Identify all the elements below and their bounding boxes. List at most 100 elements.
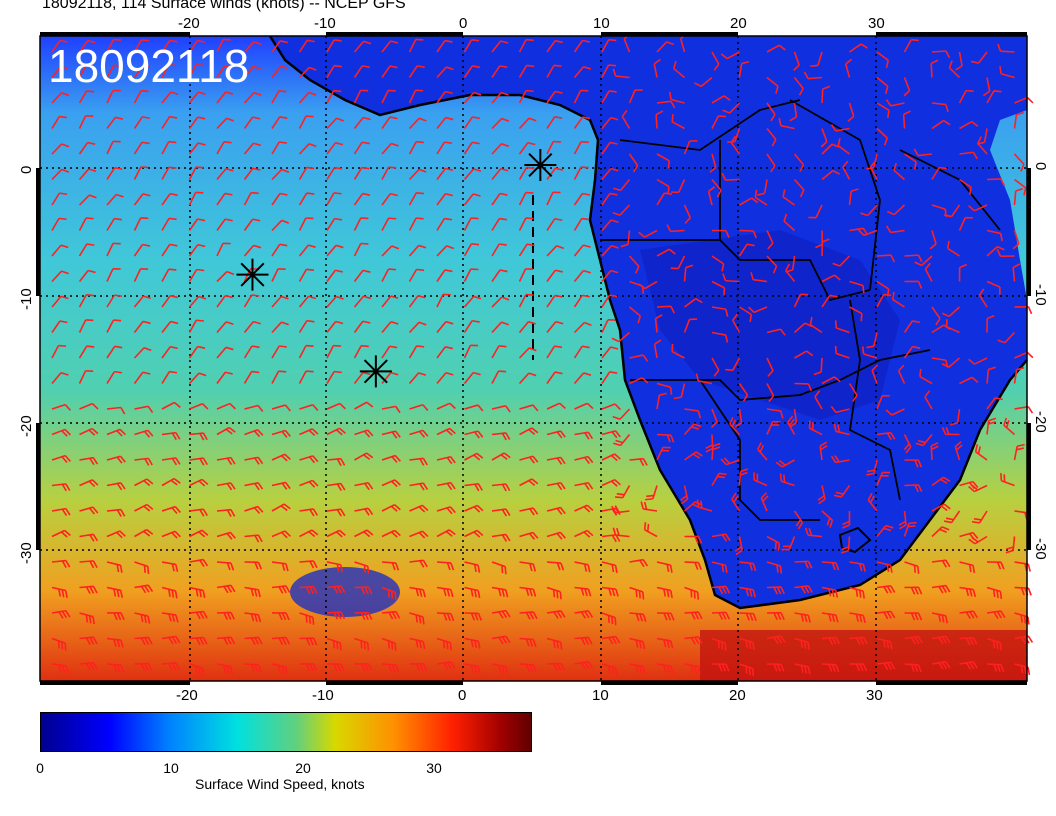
wind-barb bbox=[903, 320, 921, 333]
wind-barb bbox=[271, 116, 288, 129]
wind-barb bbox=[464, 612, 483, 621]
wind-barb bbox=[299, 479, 319, 488]
wind-barb bbox=[766, 408, 784, 419]
wind-barb bbox=[671, 179, 686, 194]
wind-barb bbox=[683, 264, 694, 282]
wind-barb bbox=[573, 217, 590, 231]
wind-barb bbox=[326, 427, 346, 436]
wind-barb bbox=[491, 142, 509, 155]
wind-barb bbox=[546, 371, 563, 384]
wind-barb bbox=[1014, 96, 1034, 104]
wind-barb bbox=[244, 429, 264, 438]
wind-barb bbox=[876, 127, 889, 146]
wind-barb bbox=[79, 456, 99, 466]
wind-barb bbox=[353, 192, 371, 206]
wind-barb bbox=[830, 455, 850, 464]
wind-barb bbox=[106, 530, 126, 539]
wind-barb bbox=[133, 116, 150, 129]
wind-barb bbox=[694, 76, 713, 88]
lake-outline bbox=[838, 526, 872, 554]
wind-barb bbox=[866, 153, 878, 170]
wind-barb bbox=[669, 91, 685, 104]
wind-barb bbox=[464, 529, 484, 538]
wind-barb bbox=[188, 372, 207, 385]
wind-barb bbox=[189, 636, 208, 646]
wind-barb bbox=[518, 89, 534, 104]
wind-barb bbox=[51, 91, 69, 104]
wind-barb bbox=[436, 371, 454, 385]
wind-barb bbox=[519, 561, 537, 572]
wind-barb bbox=[161, 370, 178, 384]
wind-barb bbox=[849, 280, 865, 294]
wind-barb bbox=[78, 39, 96, 53]
wind-barb bbox=[134, 405, 154, 414]
wind-barb bbox=[574, 610, 594, 619]
wind-barb bbox=[134, 584, 154, 594]
wind-barb bbox=[849, 612, 866, 623]
wind-barb bbox=[656, 586, 673, 599]
wind-barb bbox=[161, 91, 179, 104]
wind-barb bbox=[629, 586, 645, 600]
wind-barb bbox=[1013, 443, 1025, 461]
wind-barb bbox=[711, 561, 728, 574]
wind-barb bbox=[464, 504, 484, 513]
wind-barb bbox=[601, 453, 621, 462]
wind-barb bbox=[161, 505, 181, 515]
wind-barb bbox=[849, 561, 866, 572]
wind-barb bbox=[243, 116, 261, 129]
wind-barb bbox=[766, 102, 776, 122]
wind-barb bbox=[766, 635, 786, 645]
wind-barb bbox=[326, 244, 344, 257]
wind-barb bbox=[189, 432, 208, 441]
wind-barb bbox=[601, 319, 616, 333]
wind-barb bbox=[711, 51, 720, 71]
wind-barb bbox=[271, 561, 289, 572]
wind-barb bbox=[464, 452, 484, 461]
wind-barb bbox=[573, 166, 589, 180]
wind-barb bbox=[161, 268, 177, 282]
wind-barb bbox=[656, 100, 676, 109]
wind-barb bbox=[491, 635, 511, 645]
wind-barb bbox=[243, 244, 262, 257]
wind-barb bbox=[51, 609, 71, 619]
lon-tick-top: -10 bbox=[314, 15, 336, 32]
wind-barb bbox=[353, 371, 371, 384]
wind-barb bbox=[326, 39, 342, 53]
wind-barb bbox=[188, 345, 206, 359]
wind-barb bbox=[326, 269, 343, 282]
wind-barb bbox=[683, 140, 698, 155]
wind-barb bbox=[353, 141, 370, 155]
wind-barb bbox=[722, 102, 741, 114]
wind-barb bbox=[188, 295, 207, 308]
wind-barb bbox=[353, 320, 371, 333]
wind-barb bbox=[849, 43, 868, 53]
wind-barb bbox=[670, 255, 686, 270]
wind-barb bbox=[711, 533, 731, 542]
wind-barb bbox=[573, 294, 590, 308]
wind-barb bbox=[601, 244, 619, 257]
wind-barb bbox=[436, 455, 456, 465]
wind-barb bbox=[1014, 663, 1031, 675]
wind-barb bbox=[408, 89, 424, 104]
wind-barb bbox=[601, 430, 621, 439]
wind-barb bbox=[766, 153, 776, 173]
lat-ticks-right: 0 -10 -20 -30 bbox=[1032, 162, 1049, 560]
wind-barb bbox=[821, 636, 841, 646]
wind-barb bbox=[546, 245, 564, 257]
wind-barb bbox=[621, 109, 631, 129]
wind-barb bbox=[782, 189, 795, 206]
wind-barb bbox=[904, 612, 923, 621]
lon-tick-top: 0 bbox=[459, 15, 467, 32]
wind-barb bbox=[601, 116, 619, 130]
wind-barb bbox=[654, 314, 663, 333]
wind-barb bbox=[244, 505, 264, 514]
wind-barb bbox=[638, 280, 658, 290]
wind-barb bbox=[869, 160, 878, 180]
wind-barb bbox=[381, 371, 399, 385]
wind-barb bbox=[1012, 230, 1020, 250]
wind-barb bbox=[902, 110, 911, 129]
wind-barb bbox=[189, 402, 209, 410]
wind-barb bbox=[353, 344, 369, 359]
wind-barb bbox=[326, 192, 342, 206]
wind-barb bbox=[299, 585, 318, 595]
